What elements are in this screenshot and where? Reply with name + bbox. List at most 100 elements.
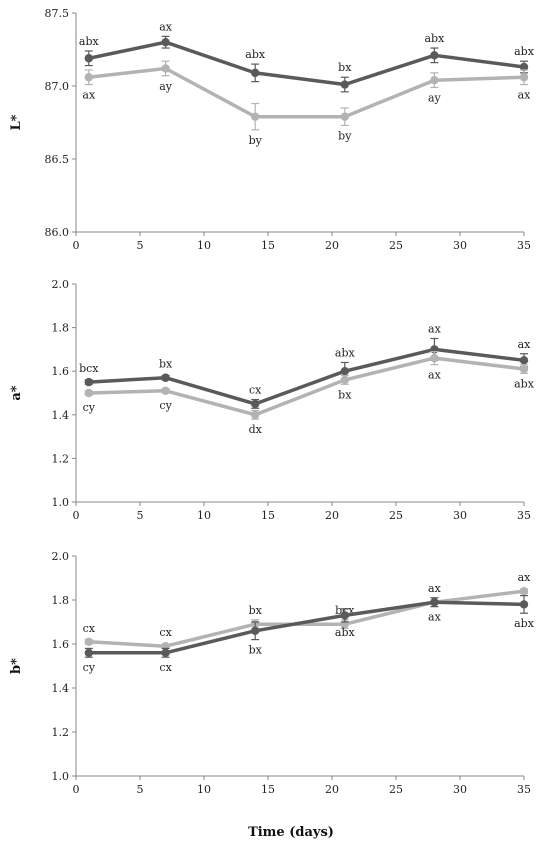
y-tick-label: 2.0 [52, 278, 70, 291]
x-tick-label: 30 [453, 509, 467, 522]
x-tick-label: 10 [197, 783, 211, 796]
y-tick-label: 1.8 [52, 322, 70, 335]
significance-letter: ax [518, 571, 532, 584]
x-tick-label: 0 [73, 509, 80, 522]
data-point [430, 598, 439, 607]
y-tick-label: 1.8 [52, 594, 70, 607]
y-axis-title-l-star: L* [9, 114, 24, 130]
series-line [88, 589, 525, 648]
x-tick-label: 30 [453, 239, 467, 252]
data-point [161, 38, 170, 47]
data-point [340, 375, 349, 385]
significance-letter: cx [83, 622, 96, 635]
significance-letter: bx [159, 358, 173, 371]
data-point [84, 648, 94, 657]
series-1: abx ax abx bx abx abx [79, 20, 535, 93]
y-tick-label: 1.2 [52, 452, 70, 465]
x-tick-label: 25 [389, 509, 403, 522]
x-tick-label: 20 [325, 239, 339, 252]
data-point [251, 112, 260, 121]
y-tick-label: 1.0 [52, 770, 70, 783]
significance-letter: abx [245, 48, 266, 61]
y-tick-label: 87.0 [45, 80, 70, 93]
data-point [340, 611, 349, 620]
y-tick-label: 86.0 [45, 226, 70, 239]
x-tick-label: 20 [325, 509, 339, 522]
y-axis-title-a-star: a* [9, 385, 24, 400]
x-tick-label: 0 [73, 783, 80, 796]
significance-letter: abx [514, 617, 535, 630]
data-point [251, 626, 260, 635]
x-tick-label: 5 [137, 783, 144, 796]
data-point [340, 112, 349, 121]
data-point [519, 587, 529, 596]
data-point [519, 356, 529, 365]
x-tick-label: 35 [517, 509, 531, 522]
y-tick-label: 86.5 [45, 153, 70, 166]
y-axis-title-b-star: b* [9, 658, 24, 674]
y-tick-label: 1.4 [52, 409, 70, 422]
significance-letter: ay [159, 80, 173, 93]
data-point [251, 399, 260, 409]
data-point [430, 353, 439, 363]
series-line [88, 347, 525, 406]
significance-letter: bx [249, 604, 263, 617]
significance-letter: ax [428, 323, 442, 336]
significance-letter: dx [249, 423, 263, 436]
y-tick-label: 1.0 [52, 496, 70, 509]
data-point [161, 648, 170, 657]
x-tick-label: 35 [517, 783, 531, 796]
data-point [84, 637, 94, 646]
significance-letter: abx [514, 377, 535, 390]
y-tick-label: 1.4 [52, 682, 70, 695]
significance-letter: abx [424, 32, 445, 45]
significance-letter: bx [338, 388, 352, 401]
data-point [519, 364, 529, 374]
data-point [84, 388, 94, 398]
data-point [340, 80, 349, 89]
y-tick-label: 1.6 [52, 638, 70, 651]
significance-letter: cx [249, 384, 262, 397]
significance-letter: bx [338, 61, 352, 74]
panel-a-star: 1.01.21.41.61.82.00 5 10 15 20 25 30 35a*bcx bxc… [9, 278, 535, 522]
significance-letter: bcx [79, 362, 99, 375]
significance-letter: ax [518, 89, 532, 102]
significance-letter: cy [83, 661, 96, 674]
series-line [88, 66, 525, 119]
significance-letter: ax [428, 611, 442, 624]
data-point [519, 62, 529, 72]
significance-letter: ay [428, 91, 442, 104]
series-line [88, 600, 525, 655]
significance-letter: cy [83, 401, 96, 414]
y-tick-label: 1.2 [52, 726, 70, 739]
significance-letter: ax [428, 369, 442, 382]
significance-letter: abx [514, 45, 535, 58]
data-point [161, 386, 170, 396]
significance-letter: abx [79, 35, 100, 48]
x-tick-label: 5 [137, 509, 144, 522]
x-tick-label: 15 [261, 783, 275, 796]
significance-letter: ax [518, 338, 532, 351]
significance-letter: by [249, 134, 263, 147]
data-point [161, 64, 170, 73]
data-point [161, 373, 170, 382]
significance-letter: cy [159, 399, 172, 412]
y-tick-label: 87.5 [45, 7, 70, 20]
data-point [430, 51, 439, 60]
significance-letter: cx [159, 626, 172, 639]
significance-letter: ax [159, 20, 173, 33]
x-tick-label: 20 [325, 783, 339, 796]
x-axis-title: Time (days) [248, 825, 334, 840]
x-tick-label: 0 [73, 239, 80, 252]
data-point [251, 410, 260, 419]
series-line [88, 40, 525, 87]
series-2: cy cx bx abx ax abx [83, 594, 535, 674]
data-point [519, 600, 529, 609]
significance-letter: by [338, 129, 352, 142]
series-2: cy cy dx bx ax abx [83, 350, 535, 436]
panel-b-star: 1.0 1.2 1.4 1.6 1.8 2.0 0 5 10 15 20 25 30 35 b* cx cx bx… [9, 550, 535, 796]
x-tick-label: 15 [261, 509, 275, 522]
x-tick-label: 30 [453, 783, 467, 796]
